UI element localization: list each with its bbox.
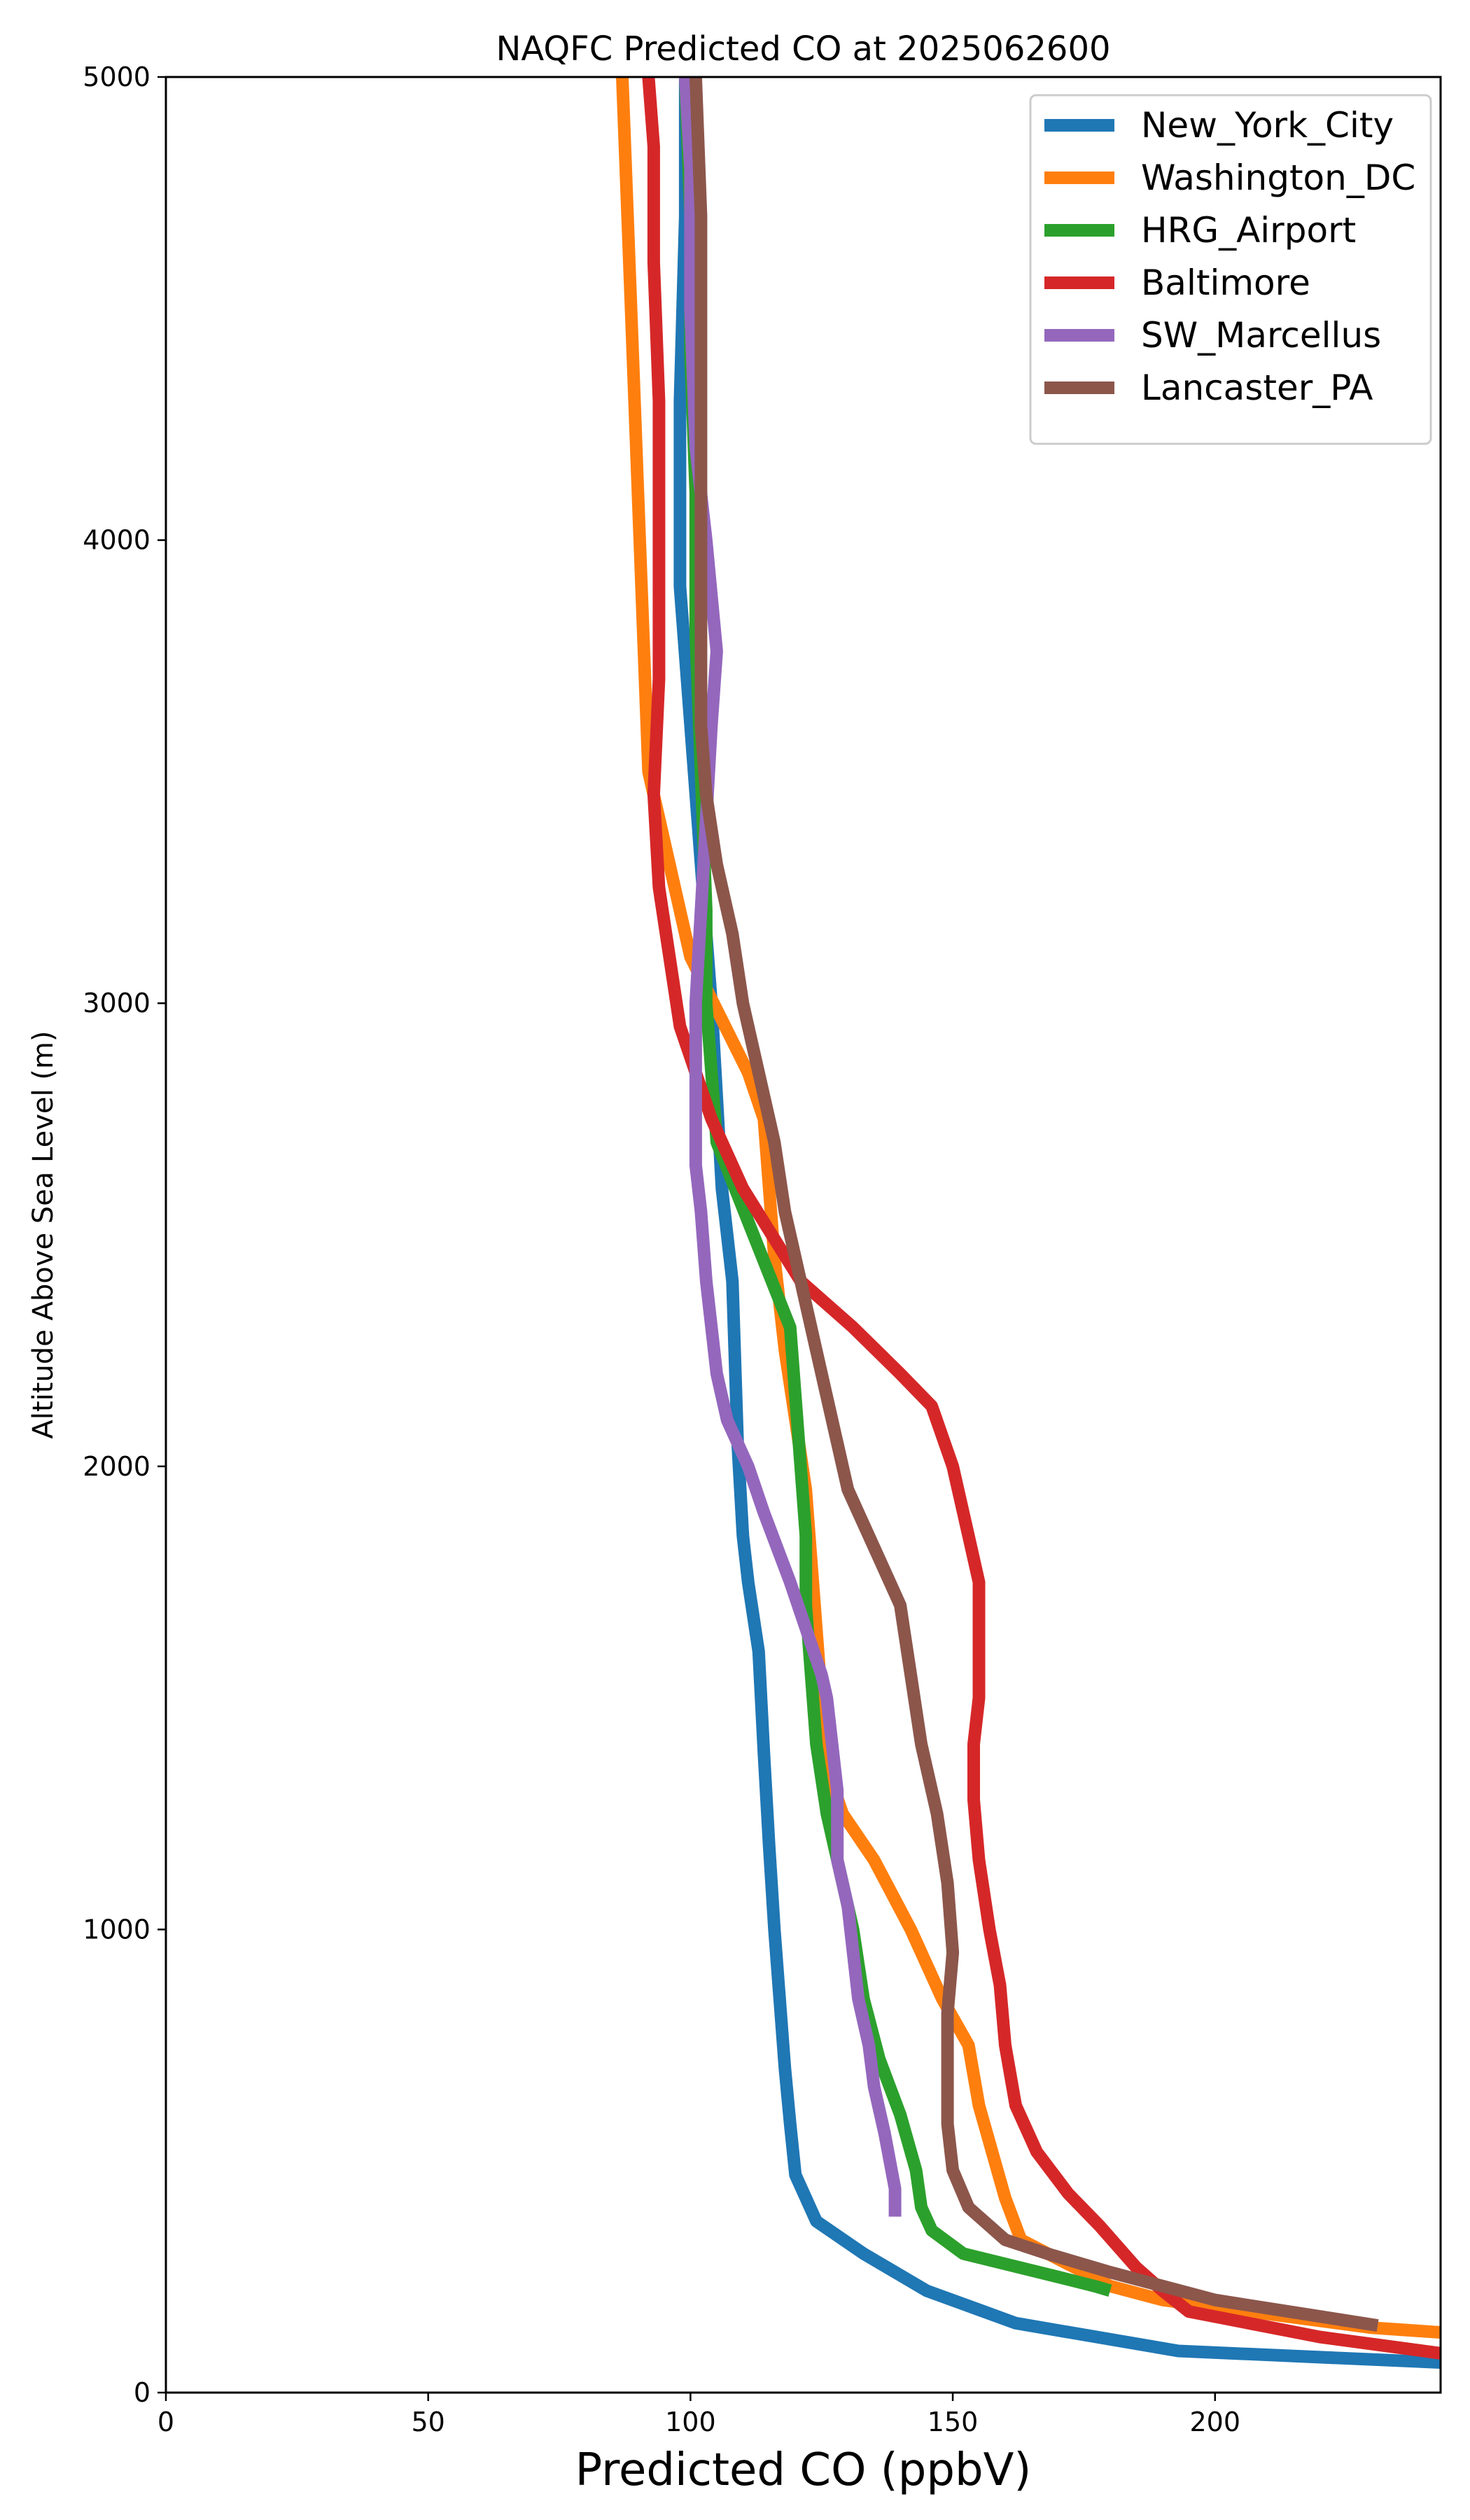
y-tick-label: 1000 bbox=[83, 1914, 150, 1945]
series-line-New_York_City bbox=[673, 77, 1441, 2369]
x-tick-label: 0 bbox=[158, 2407, 174, 2437]
x-axis-label: Predicted CO (ppbV) bbox=[575, 2444, 1032, 2496]
y-tick-label: 2000 bbox=[83, 1451, 150, 1482]
x-tick-label: 200 bbox=[1189, 2407, 1240, 2437]
chart-title: NAQFC Predicted CO at 2025062600 bbox=[496, 29, 1110, 69]
x-tick-label: 150 bbox=[927, 2407, 979, 2437]
y-axis-label: Altitude Above Sea Level (m) bbox=[27, 1031, 59, 1439]
legend-label: HRG_Airport bbox=[1141, 210, 1356, 251]
legend-label: Baltimore bbox=[1141, 262, 1310, 303]
y-tick-label: 0 bbox=[134, 2377, 150, 2408]
legend-label: Washington_DC bbox=[1141, 158, 1415, 198]
plot-frame bbox=[164, 76, 1442, 2394]
legend-label: Lancaster_PA bbox=[1141, 368, 1373, 408]
legend: New_York_City Washington_DC HRG_Airport Bal… bbox=[1029, 94, 1432, 445]
y-axis-ticks: 0 1000 2000 3000 4000 5000 bbox=[83, 62, 166, 2408]
series-line-SW_Marcellus bbox=[678, 77, 902, 2217]
legend-frame bbox=[1029, 94, 1432, 445]
legend-label: SW_Marcellus bbox=[1141, 315, 1381, 356]
series-lines bbox=[616, 77, 1441, 2369]
legend-label: New_York_City bbox=[1141, 105, 1394, 146]
y-tick-label: 5000 bbox=[83, 62, 150, 92]
y-tick-label: 4000 bbox=[83, 525, 150, 556]
series-line-Lancaster_PA bbox=[689, 77, 1379, 2332]
x-tick-label: 50 bbox=[412, 2407, 445, 2437]
x-axis-ticks: 0 50 100 150 200 bbox=[158, 2393, 1240, 2437]
y-tick-label: 3000 bbox=[83, 988, 150, 1018]
series-line-Baltimore bbox=[642, 77, 1441, 2360]
x-tick-label: 100 bbox=[665, 2407, 716, 2437]
plot-area bbox=[164, 76, 1442, 2394]
